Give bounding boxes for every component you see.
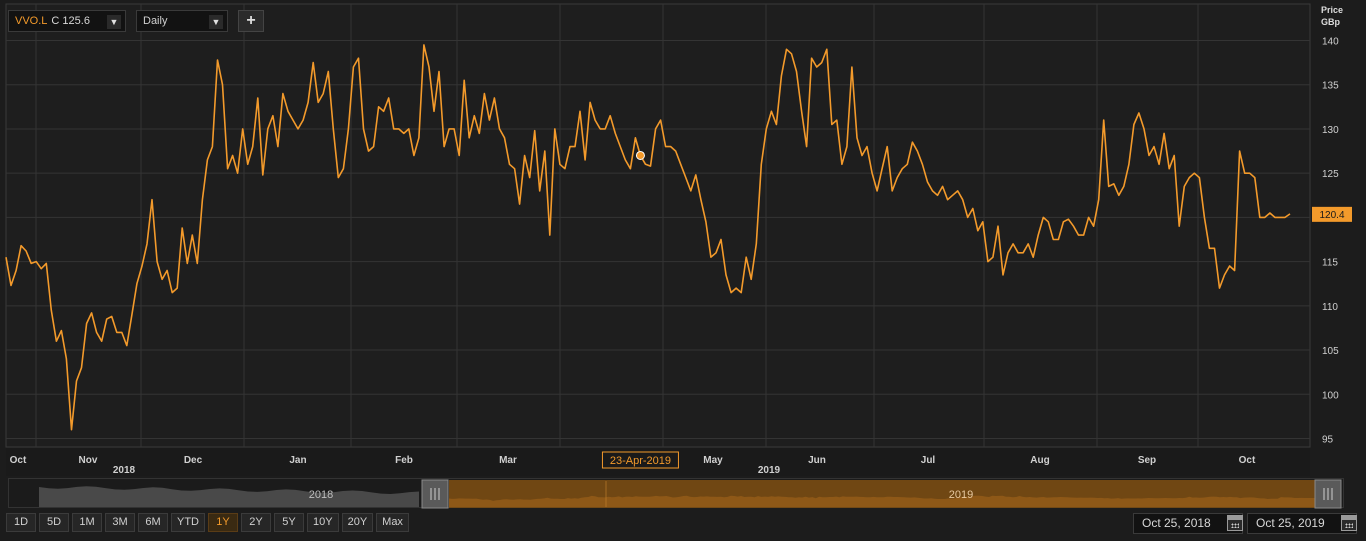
- navigator-series-area: [449, 495, 1315, 507]
- range-navigator[interactable]: 2018 2019: [8, 478, 1345, 509]
- price-axis-title-line1: Price: [1321, 5, 1344, 15]
- navigator-left-handle[interactable]: [421, 479, 449, 509]
- symbol-selector[interactable]: VVO.L C 125.6 ▼: [8, 10, 126, 32]
- navigator-history-area: [39, 486, 419, 507]
- x-tick-label: May: [703, 455, 723, 466]
- range-button-10y[interactable]: 10Y: [307, 513, 339, 532]
- x-year-label: 2019: [758, 465, 781, 476]
- range-button-max[interactable]: Max: [376, 513, 409, 532]
- y-tick-label: 100: [1322, 390, 1339, 401]
- x-tick-label: Jul: [921, 455, 936, 466]
- symbol-label: VVO.L: [15, 15, 48, 27]
- price-axis-title: Price GBp: [1321, 4, 1343, 28]
- last-price-tag: [1312, 206, 1352, 222]
- range-button-2y[interactable]: 2Y: [241, 513, 271, 532]
- interval-label: Daily: [143, 15, 168, 27]
- x-tick-label: Jan: [289, 455, 306, 466]
- series-line[interactable]: [5, 44, 1291, 431]
- y-tick-label: 115: [1322, 258, 1338, 269]
- y-tick-label: 110: [1322, 302, 1338, 313]
- navigator-year-label: 2018: [309, 489, 333, 501]
- x-tick-label: Nov: [79, 455, 98, 466]
- x-tick-label: Feb: [395, 455, 413, 466]
- x-tick-label: Oct: [10, 455, 27, 466]
- x-tick-label: Jun: [808, 455, 826, 466]
- range-button-6m[interactable]: 6M: [138, 513, 168, 532]
- y-tick-label: 135: [1322, 81, 1339, 92]
- range-button-1y[interactable]: 1Y: [208, 513, 238, 532]
- interval-selector[interactable]: Daily ▼: [136, 10, 228, 32]
- plot-area: [5, 3, 1311, 448]
- x-tick-label: Dec: [184, 455, 203, 466]
- add-button[interactable]: +: [238, 10, 264, 32]
- range-button-1d[interactable]: 1D: [6, 513, 36, 532]
- x-tick-label: Mar: [499, 455, 517, 466]
- range-button-5d[interactable]: 5D: [39, 513, 69, 532]
- crosshair-date-label: 23-Apr-2019: [610, 455, 671, 467]
- range-button-3m[interactable]: 3M: [105, 513, 135, 532]
- crosshair-date-box: [601, 451, 679, 469]
- y-tick-label: 95: [1322, 435, 1334, 446]
- price-axis-title-line2: GBp: [1321, 17, 1340, 27]
- chart-toolbar: VVO.L C 125.6 ▼ Daily ▼ +: [8, 10, 264, 34]
- last-price-tag-label: 120.4: [1319, 210, 1344, 221]
- y-tick-label: 130: [1322, 125, 1339, 136]
- range-button-1m[interactable]: 1M: [72, 513, 102, 532]
- x-year-label: 2018: [113, 465, 136, 476]
- calendar-icon[interactable]: [1227, 515, 1243, 531]
- date-from-field[interactable]: Oct 25, 2018: [1133, 513, 1243, 534]
- x-tick-label: Aug: [1030, 455, 1049, 466]
- chevron-down-icon[interactable]: ▼: [209, 15, 223, 29]
- last-price-label: C 125.6: [51, 15, 90, 27]
- y-tick-label: 125: [1322, 169, 1339, 180]
- crosshair-point: [635, 150, 645, 160]
- y-tick-label: 140: [1322, 37, 1339, 48]
- range-button-ytd[interactable]: YTD: [171, 513, 205, 532]
- navigator-year-label: 2019: [949, 489, 973, 501]
- range-button-5y[interactable]: 5Y: [274, 513, 304, 532]
- x-tick-label: Oct: [1239, 455, 1256, 466]
- calendar-icon[interactable]: [1341, 515, 1357, 531]
- navigator-overview[interactable]: 2018 2019: [9, 479, 1345, 509]
- range-buttons: 1D 5D 1M 3M 6M YTD 1Y 2Y 5Y 10Y 20Y Max: [6, 513, 412, 532]
- date-to-field[interactable]: Oct 25, 2019: [1247, 513, 1357, 534]
- x-tick-label: Sep: [1138, 455, 1156, 466]
- range-button-20y[interactable]: 20Y: [341, 513, 374, 532]
- y-tick-label: 105: [1322, 346, 1339, 357]
- chevron-down-icon[interactable]: ▼: [107, 15, 121, 29]
